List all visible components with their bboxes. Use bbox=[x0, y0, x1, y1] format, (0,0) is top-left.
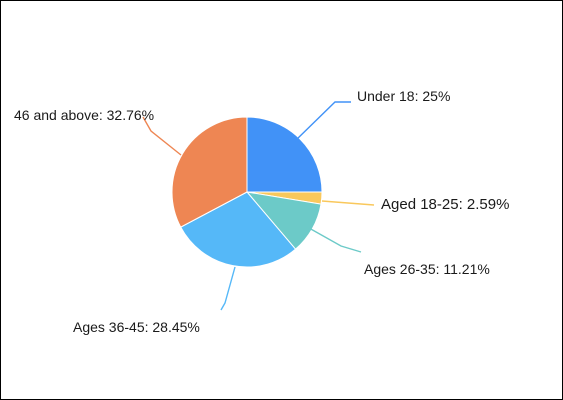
slice-labels: Under 18: 25% Aged 18-25: 2.59% Ages 26-35… bbox=[14, 88, 509, 335]
pie-slice-ages-36-45 bbox=[180, 191, 297, 268]
slice-label-under-18: Under 18: 25% bbox=[357, 88, 450, 104]
pie-slices bbox=[171, 116, 323, 268]
pie-slice-under-18 bbox=[246, 116, 323, 193]
pie-slice-46-and-above bbox=[171, 116, 248, 228]
leader-line-aged-18-25 bbox=[321, 200, 375, 206]
leader-line-under-18 bbox=[294, 101, 351, 142]
slice-label-ages-36-45: Ages 36-45: 28.45% bbox=[73, 319, 200, 335]
slice-label-aged-18-25: Aged 18-25: 2.59% bbox=[381, 196, 509, 213]
slice-label-46-and-above: 46 and above: 32.76% bbox=[14, 107, 154, 123]
leader-line-ages-26-35 bbox=[308, 227, 362, 253]
leader-lines bbox=[142, 101, 375, 311]
leader-line-46-and-above bbox=[142, 116, 182, 156]
slice-label-ages-26-35: Ages 26-35: 11.21% bbox=[364, 261, 490, 277]
leader-line-ages-36-45 bbox=[220, 266, 236, 311]
